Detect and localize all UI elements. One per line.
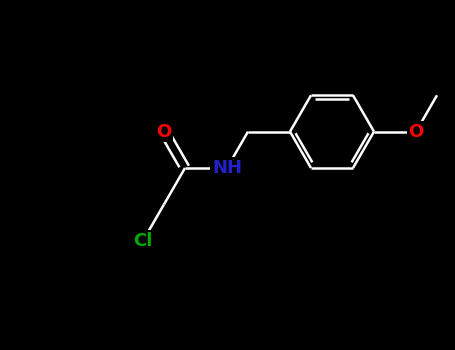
Text: Cl: Cl	[133, 232, 153, 250]
Text: O: O	[409, 122, 424, 141]
Text: O: O	[157, 122, 172, 141]
Text: NH: NH	[212, 159, 242, 177]
